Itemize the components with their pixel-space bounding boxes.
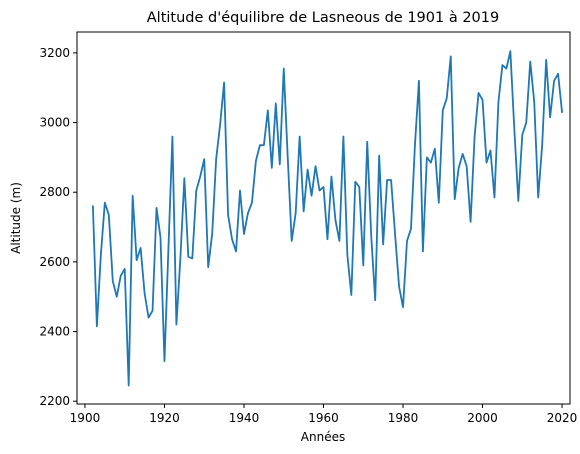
altitude-series-line	[92, 50, 563, 387]
x-tick-label: 1980	[388, 411, 419, 425]
y-tick-label: 2200	[39, 394, 70, 408]
x-tick-label: 2000	[467, 411, 498, 425]
plot-area	[76, 31, 571, 405]
x-axis-label: Années	[301, 430, 345, 444]
y-tick-label: 2400	[39, 325, 70, 339]
y-axis: 2200 2400 2600 2800 3000 3200	[39, 46, 77, 408]
y-tick-label: 3000	[39, 116, 70, 130]
y-axis-label: Altitude (m)	[9, 182, 23, 254]
y-tick-label: 3200	[39, 46, 70, 60]
x-tick-label: 2020	[547, 411, 578, 425]
x-tick-label: 1940	[229, 411, 260, 425]
axes-frame	[76, 31, 571, 405]
x-tick-label: 1920	[149, 411, 180, 425]
chart-title: Altitude d'équilibre de Lasneous de 1901…	[147, 10, 499, 26]
y-tick-label: 2600	[39, 255, 70, 269]
x-tick-label: 1960	[308, 411, 339, 425]
y-tick-label: 2800	[39, 185, 70, 199]
x-tick-label: 1900	[70, 411, 101, 425]
x-axis: 1900 1920 1940 1960 1980 2000 2020	[70, 404, 578, 425]
